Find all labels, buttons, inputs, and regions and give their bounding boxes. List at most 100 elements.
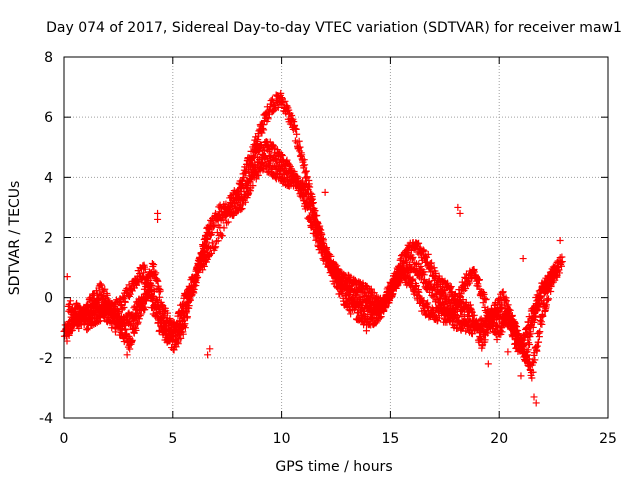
y-tick-label: 0 xyxy=(44,291,53,307)
data-point xyxy=(302,181,310,189)
data-point xyxy=(475,276,483,284)
grid-lines xyxy=(64,57,608,418)
data-point xyxy=(229,195,237,203)
data-point xyxy=(194,273,202,281)
data-point xyxy=(122,325,130,333)
data-point xyxy=(511,319,519,327)
data-point xyxy=(326,251,334,259)
data-point xyxy=(303,173,311,181)
data-point xyxy=(319,245,327,253)
data-point xyxy=(527,330,535,338)
data-point xyxy=(535,338,543,346)
data-point xyxy=(352,287,360,295)
data-point xyxy=(251,162,259,170)
data-point xyxy=(417,262,425,270)
data-point xyxy=(393,280,401,288)
data-point xyxy=(363,296,371,304)
y-axis-label: SDTVAR / TECUs xyxy=(7,181,23,296)
data-point xyxy=(110,303,118,311)
data-point xyxy=(454,203,462,211)
data-point xyxy=(127,321,135,329)
data-point xyxy=(65,331,73,339)
data-point xyxy=(202,235,210,243)
data-point xyxy=(519,255,527,263)
data-point xyxy=(355,294,363,302)
data-point xyxy=(327,252,335,260)
data-point xyxy=(554,267,562,275)
data-point xyxy=(484,360,492,368)
data-point xyxy=(217,230,225,238)
data-point xyxy=(241,198,249,206)
data-point xyxy=(288,117,296,125)
data-point xyxy=(339,275,347,283)
data-point xyxy=(364,311,372,319)
data-point xyxy=(460,311,468,319)
data-point xyxy=(210,223,218,231)
data-point xyxy=(523,355,531,363)
data-point xyxy=(132,309,140,317)
data-point xyxy=(254,171,262,179)
data-point xyxy=(520,340,528,348)
data-point xyxy=(533,342,541,350)
data-point xyxy=(277,89,285,97)
data-point xyxy=(131,312,139,320)
data-point xyxy=(214,237,222,245)
y-tick-label: -2 xyxy=(39,351,53,367)
data-point xyxy=(342,291,350,299)
data-point xyxy=(96,317,104,325)
data-point xyxy=(439,291,447,299)
data-point xyxy=(207,216,215,224)
x-tick-label: 15 xyxy=(381,431,399,447)
data-point xyxy=(69,311,77,319)
data-point xyxy=(128,336,136,344)
data-point xyxy=(293,130,301,138)
data-point xyxy=(206,345,214,353)
data-point xyxy=(125,291,133,299)
data-point xyxy=(208,239,216,247)
data-point xyxy=(140,269,148,277)
data-point xyxy=(216,210,224,218)
x-axis-label: GPS time / hours xyxy=(275,459,392,475)
data-point xyxy=(419,246,427,254)
data-point xyxy=(462,285,470,293)
data-point xyxy=(283,169,291,177)
data-point xyxy=(311,221,319,229)
data-point xyxy=(71,318,79,326)
data-point xyxy=(430,264,438,272)
data-point xyxy=(315,233,323,241)
data-point xyxy=(199,266,207,274)
data-point xyxy=(523,351,531,359)
data-point xyxy=(172,337,180,345)
data-point xyxy=(542,301,550,309)
data-point xyxy=(393,281,401,289)
data-point xyxy=(499,288,507,296)
data-point xyxy=(141,265,149,273)
data-point xyxy=(301,180,309,188)
data-point xyxy=(193,263,201,271)
data-point xyxy=(556,254,564,262)
data-point xyxy=(188,291,196,299)
data-point xyxy=(237,187,245,195)
data-point xyxy=(198,257,206,265)
data-point xyxy=(118,305,126,313)
data-point xyxy=(353,289,361,297)
data-point xyxy=(63,337,71,345)
data-point xyxy=(188,283,196,291)
data-point xyxy=(137,302,145,310)
data-point xyxy=(314,232,322,240)
data-point xyxy=(538,320,546,328)
data-point xyxy=(536,328,544,336)
data-point xyxy=(506,316,514,324)
data-point xyxy=(222,204,230,212)
data-point xyxy=(274,103,282,111)
data-point xyxy=(396,256,404,264)
data-point xyxy=(136,264,144,272)
data-point xyxy=(556,237,564,245)
data-point xyxy=(519,341,527,349)
data-point xyxy=(248,172,256,180)
data-point xyxy=(75,304,83,312)
data-point xyxy=(508,311,516,319)
y-tick-label: 8 xyxy=(44,50,53,66)
data-point xyxy=(161,328,169,336)
data-point xyxy=(231,199,239,207)
